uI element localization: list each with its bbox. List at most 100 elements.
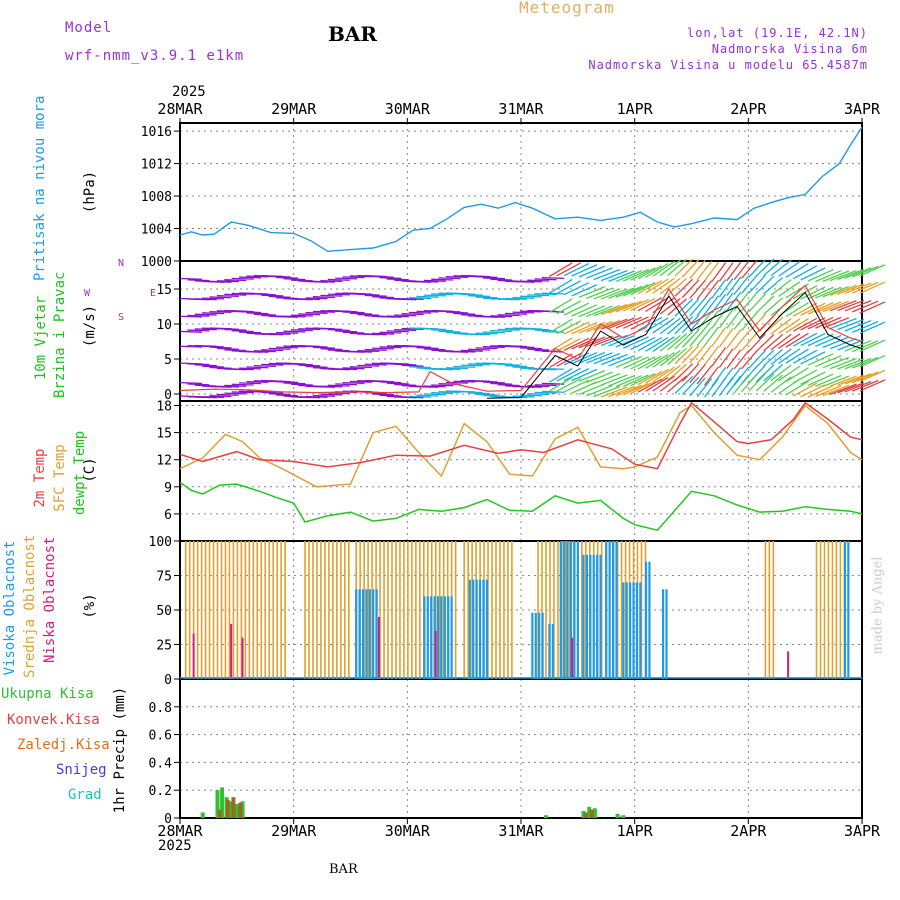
ytick-label-pressure: 1008 [141, 190, 172, 205]
wind-barb [571, 368, 598, 382]
wind-speed-line [179, 284, 863, 394]
wind-barb [800, 351, 826, 365]
wind-barb [623, 298, 649, 312]
wind-barb [674, 375, 694, 394]
wind-barb [512, 395, 535, 398]
ytick-label-wind: 15 [156, 283, 172, 298]
wind-barb [224, 384, 247, 387]
wind-barb [519, 295, 542, 298]
wind-barb [239, 276, 262, 279]
wind-barb [711, 367, 727, 387]
panel-frame-precip [179, 678, 863, 819]
wind-barb [445, 275, 468, 279]
wind-barb [593, 385, 621, 398]
wind-barb [563, 368, 590, 382]
wind-barb [593, 304, 621, 317]
wind-barb [785, 318, 809, 334]
wind-barb [202, 365, 225, 368]
wind-barb [342, 276, 365, 279]
wind-barb [394, 363, 417, 366]
wind-barb [261, 333, 284, 336]
wind-barb [357, 293, 380, 296]
wind-barb [807, 333, 834, 347]
wind-barb [815, 355, 842, 368]
wind-barb [652, 261, 675, 277]
wind-barb [785, 302, 809, 318]
wind-barb [652, 366, 675, 383]
wind-barb [534, 293, 557, 296]
wind-barb [615, 355, 642, 368]
wind-barb [239, 311, 262, 314]
wind-barb [327, 278, 350, 281]
wind-barb [837, 299, 865, 312]
wind-barb [681, 376, 700, 396]
wind-barb [342, 381, 365, 385]
xtick-top-3APR: 3APR [844, 100, 881, 118]
wind-barb [482, 346, 505, 349]
wind-barb [741, 259, 758, 279]
wind-barb [416, 280, 439, 283]
total-precip-bar [615, 813, 620, 818]
wind-barb [468, 333, 491, 336]
wind-barb [837, 358, 865, 370]
wind-barb [563, 282, 590, 296]
wind-barb [179, 330, 202, 333]
xtick-top-29MAR: 29MAR [271, 100, 317, 118]
wind-barb [689, 377, 706, 397]
wind-barb [268, 275, 291, 278]
wind-barb [652, 352, 675, 368]
wind-barb [718, 308, 734, 329]
panel-frame-pressure [179, 122, 863, 262]
wind-barb [637, 316, 663, 331]
wind-barb [216, 280, 239, 283]
wind-barb [800, 371, 826, 385]
wind-barb [305, 311, 328, 315]
wind-barb [187, 279, 210, 282]
ytick-label-wind: 10 [156, 318, 172, 333]
wind-barb [364, 348, 387, 351]
wind-barb [696, 344, 713, 365]
wind-barb [852, 340, 879, 353]
wind-barb [453, 380, 476, 383]
wind-barb [379, 315, 402, 318]
wind-barb [681, 329, 700, 348]
temp-label-2m: 2m Temp [32, 448, 48, 508]
wind-barb [755, 258, 775, 277]
wind-barb [763, 364, 783, 382]
wind-barb [224, 349, 247, 352]
wind-barb [822, 375, 850, 388]
wind-barb [290, 363, 313, 366]
wind-barb [859, 321, 886, 334]
wind-barb [216, 347, 239, 350]
wind-barb [792, 382, 818, 397]
model-name: wrf-nmm_v3.9.1 e1km [65, 48, 245, 64]
wind-barb [527, 393, 550, 396]
wind-barb [519, 347, 542, 350]
wind-barb [283, 382, 306, 385]
wind-barb [416, 394, 439, 397]
wind-barb [659, 334, 681, 352]
wind-barb [748, 259, 766, 278]
wind-barb [349, 350, 372, 353]
wind-barb [505, 297, 528, 300]
wind-barb [800, 302, 826, 316]
wind-barb [468, 392, 491, 395]
wind-barb [497, 328, 520, 331]
total-precip-bar [592, 808, 597, 818]
wind-barb [497, 314, 520, 317]
ytick-label-cloud: 25 [156, 639, 172, 654]
wind-barb [445, 367, 468, 370]
wind-barb [755, 364, 775, 383]
wind-barb [320, 327, 343, 331]
wind-barb [445, 331, 468, 334]
wind-barb [785, 367, 809, 383]
wind-barb [608, 270, 635, 282]
wind-barb [637, 265, 663, 280]
wind-barb [608, 317, 635, 329]
wind-barb [844, 380, 872, 393]
wind-barb [696, 326, 713, 347]
wind-barb [327, 384, 350, 387]
wind-barb [608, 302, 635, 314]
wind-barb [505, 312, 528, 315]
wind-barb [527, 328, 550, 331]
